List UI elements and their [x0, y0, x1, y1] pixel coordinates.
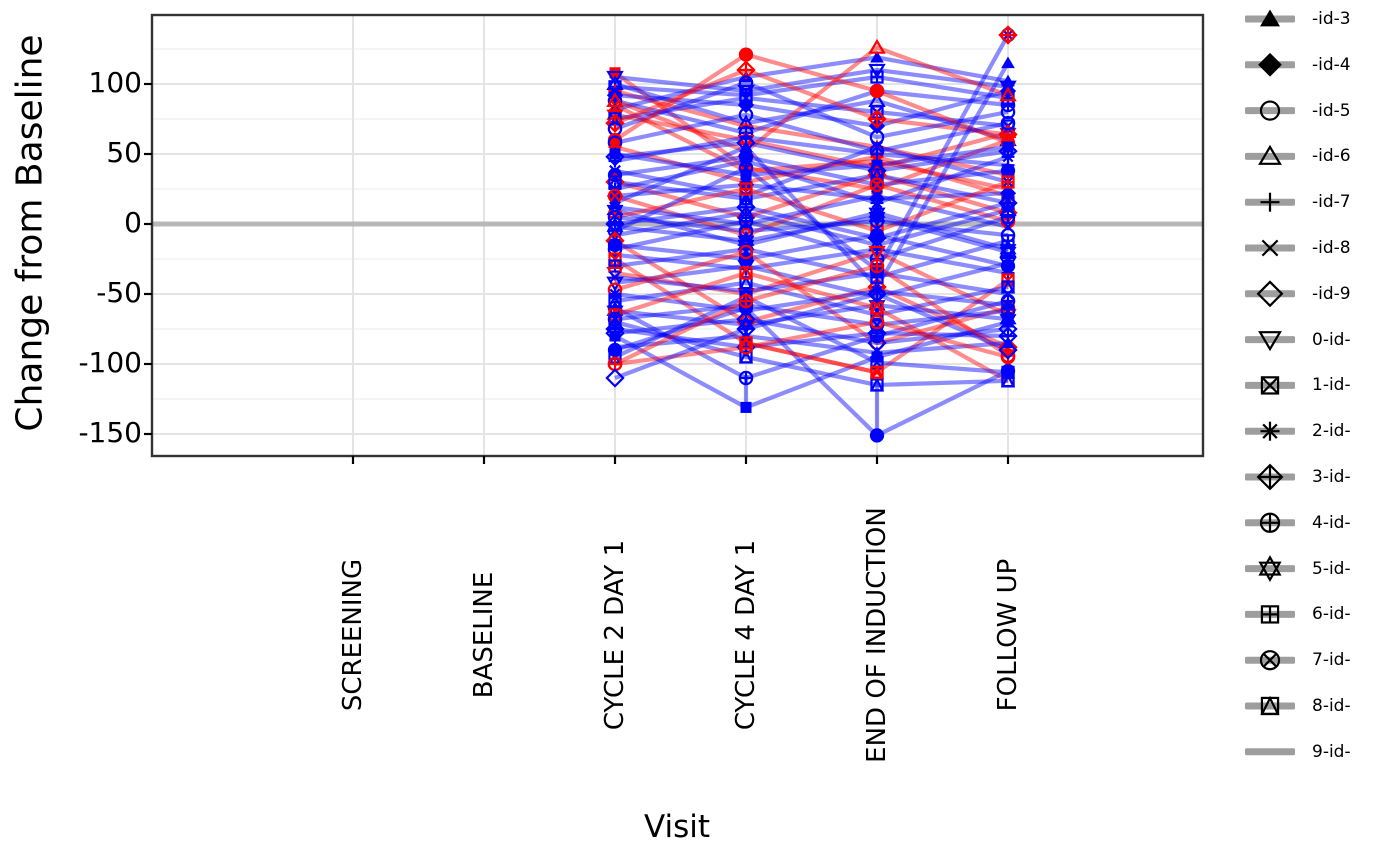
y-tick-label: 50 — [106, 136, 142, 170]
axis-ticks — [144, 82, 1010, 464]
legend-item-label: -id-7 — [1312, 192, 1351, 213]
legend-item-label: 3-id- — [1312, 467, 1351, 487]
legend-item-label: -id-6 — [1312, 146, 1351, 167]
y-tick-label: -50 — [96, 276, 142, 310]
y-tick-label: 100 — [88, 66, 142, 100]
x-axis-title: Visit — [643, 809, 711, 845]
x-tick-label: CYCLE 4 DAY 1 — [731, 539, 761, 731]
subject-markers — [605, 25, 1018, 443]
legend-item-label: -id-3 — [1312, 9, 1351, 29]
legend-item-label: 2-id- — [1312, 421, 1351, 442]
legend-item-label: -id-8 — [1312, 238, 1351, 258]
legend-item-label: -id-4 — [1312, 54, 1351, 75]
legend-keys — [1245, 9, 1295, 756]
legend-item-label: 6-id- — [1312, 604, 1351, 625]
legend-item-label: -id-5 — [1312, 100, 1351, 121]
x-tick-label: CYCLE 2 DAY 1 — [600, 539, 630, 731]
legend-item-label: 5-id- — [1312, 558, 1351, 579]
panel-border — [150, 13, 1205, 458]
legend-item-label: -id-9 — [1312, 283, 1351, 304]
y-tick-label: -150 — [78, 416, 142, 450]
legend-item-label: 7-id- — [1312, 650, 1351, 671]
x-tick-label: END OF INDUCTION — [862, 507, 892, 763]
legend-item-label: 8-id- — [1312, 696, 1351, 716]
legend-item-label: 4-id- — [1312, 512, 1351, 533]
x-tick-label: SCREENING — [338, 558, 368, 712]
legend-item-label: 0-id- — [1312, 329, 1351, 350]
legend-item-label: 1-id- — [1312, 375, 1351, 396]
legend-item-label: 9-id- — [1312, 741, 1351, 762]
subject-lines — [613, 33, 1010, 438]
x-tick-label: FOLLOW UP — [993, 558, 1023, 712]
y-tick-label: 0 — [124, 206, 142, 240]
y-tick-label: -100 — [78, 346, 142, 380]
x-tick-label: BASELINE — [469, 571, 499, 699]
